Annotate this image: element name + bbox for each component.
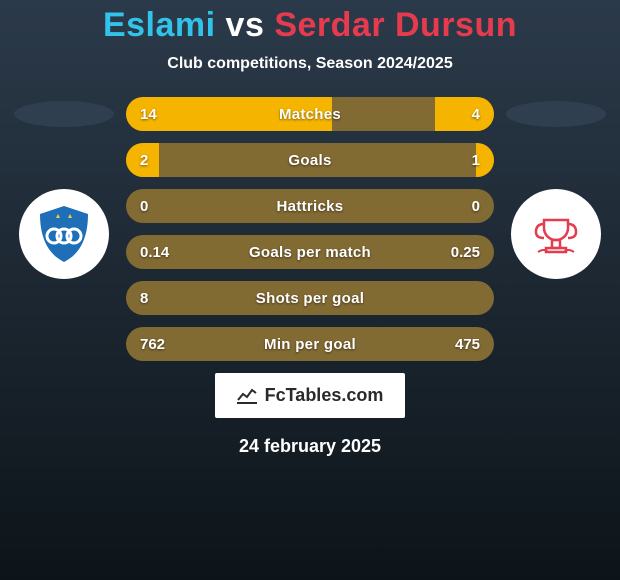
- stat-bar: 14 Matches 4: [126, 97, 494, 131]
- chart-icon: [237, 388, 257, 404]
- stat-left-value: 0.14: [140, 244, 169, 261]
- stat-right-value: 0.25: [451, 244, 480, 261]
- stat-left-value: 8: [140, 290, 148, 307]
- stat-right-value: 475: [455, 336, 480, 353]
- stat-bar: 2 Goals 1: [126, 143, 494, 177]
- right-side: [500, 97, 612, 279]
- stat-bar: 762 Min per goal 475: [126, 327, 494, 361]
- comparison-row: 14 Matches 4 2 Goals 1 0 Hattricks 0 0.14 Goals pe…: [0, 97, 620, 361]
- stat-left-value: 762: [140, 336, 165, 353]
- stat-label: Hattricks: [277, 198, 344, 215]
- stat-bar: 0.14 Goals per match 0.25: [126, 235, 494, 269]
- page-title: Eslami vs Serdar Dursun: [0, 0, 620, 45]
- stat-bars: 14 Matches 4 2 Goals 1 0 Hattricks 0 0.14 Goals pe…: [120, 97, 500, 361]
- footer-date: 24 february 2025: [0, 436, 620, 457]
- brand-text: FcTables.com: [265, 385, 384, 406]
- stat-label: Shots per goal: [256, 290, 364, 307]
- stat-label: Goals per match: [249, 244, 371, 261]
- player-right-name: Serdar Dursun: [274, 6, 517, 44]
- left-side: [8, 97, 120, 279]
- infographic: Eslami vs Serdar Dursun Club competition…: [0, 0, 620, 580]
- brand-badge: FcTables.com: [215, 373, 406, 418]
- shield-icon: [32, 202, 96, 266]
- right-ellipse: [506, 101, 606, 127]
- subtitle: Club competitions, Season 2024/2025: [0, 55, 620, 73]
- right-club-badge: [511, 189, 601, 279]
- stat-left-value: 2: [140, 152, 148, 169]
- stat-right-value: 4: [472, 106, 480, 123]
- left-ellipse: [14, 101, 114, 127]
- player-left-name: Eslami: [103, 6, 216, 44]
- stat-right-value: 1: [472, 152, 480, 169]
- stat-left-value: 0: [140, 198, 148, 215]
- stat-label: Matches: [279, 106, 341, 123]
- title-vs: vs: [226, 6, 265, 44]
- trophy-icon: [524, 202, 588, 266]
- stat-right-value: 0: [472, 198, 480, 215]
- stat-bar: 0 Hattricks 0: [126, 189, 494, 223]
- stat-label: Min per goal: [264, 336, 356, 353]
- bar-fill-right: [435, 97, 494, 131]
- stat-bar: 8 Shots per goal: [126, 281, 494, 315]
- stat-label: Goals: [288, 152, 331, 169]
- stat-left-value: 14: [140, 106, 157, 123]
- left-club-badge: [19, 189, 109, 279]
